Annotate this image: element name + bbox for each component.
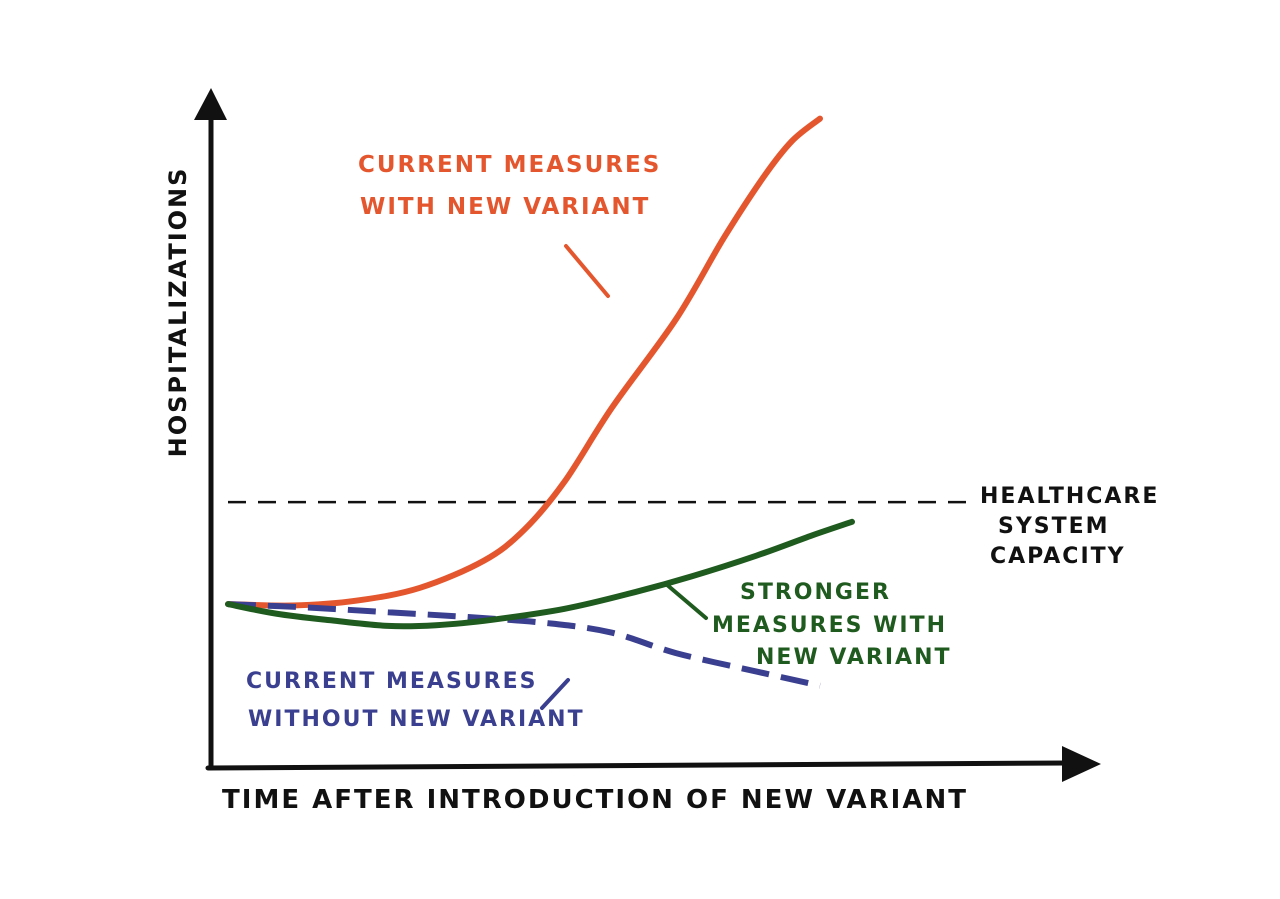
series-label-current-with-variant-line-1: CURRENT MEASURES [358,152,661,178]
x-axis-line [205,760,1071,771]
capacity-label-line-3: CAPACITY [990,544,1126,569]
y-axis-label: HOSPITALIZATIONS [164,167,192,458]
leader-line-current-with-variant [564,244,610,298]
series-label-current-without-variant: CURRENT MEASURES WITHOUT NEW VARIANT [246,669,585,732]
series-label-stronger-with-variant: STRONGER MEASURES WITH NEW VARIANT [712,580,957,670]
capacity-label-line-2: SYSTEM [998,514,1110,539]
series-label-stronger-with-variant-line-3: NEW VARIANT [756,645,952,670]
capacity-label: HEALTHCARE SYSTEM CAPACITY [980,484,1169,569]
series-label-current-with-variant-line-2: WITH NEW VARIANT [360,194,650,220]
leader-line-current-without-variant [540,678,570,710]
y-axis-arrowhead [194,88,227,120]
x-axis-label: TIME AFTER INTRODUCTION OF NEW VARIANT [222,785,968,815]
series-label-stronger-with-variant-line-2: MEASURES WITH [712,613,947,638]
leader-line-stronger-with-variant [664,582,708,620]
series-label-stronger-with-variant-line-1: STRONGER [740,580,891,605]
x-axis-arrowhead [1062,746,1101,782]
series-line-stronger-with-variant [225,518,855,630]
capacity-label-line-1: HEALTHCARE [980,484,1159,509]
series-label-current-without-variant-line-1: CURRENT MEASURES [246,669,537,694]
series-label-current-with-variant: CURRENT MEASURES WITH NEW VARIANT [358,152,671,220]
series-label-current-without-variant-line-2: WITHOUT NEW VARIANT [248,707,585,732]
series-line-current-without-variant [227,601,821,689]
series-line-current-with-variant [225,115,823,609]
